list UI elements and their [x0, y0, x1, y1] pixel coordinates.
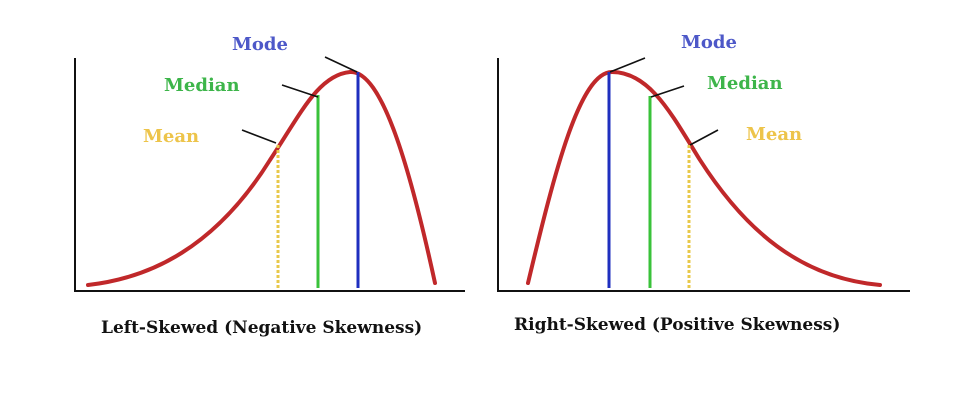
right-skewed-panel: Mode Median Mean Right-Skewed (Positive … [497, 32, 910, 335]
right-distribution-curve [526, 70, 882, 287]
left-mean-leader [241, 129, 277, 144]
right-mode-label: Mode [681, 32, 737, 53]
left-distribution-curve [86, 69, 437, 287]
right-mean-label: Mean [746, 124, 802, 145]
left-caption: Left-Skewed (Negative Skewness) [101, 318, 422, 338]
left-median-leader [281, 84, 319, 98]
right-median-leader [650, 85, 685, 98]
right-caption: Right-Skewed (Positive Skewness) [514, 315, 840, 335]
left-mean-label: Mean [143, 126, 199, 147]
right-median-label: Median [707, 73, 783, 94]
right-mode-leader [609, 57, 646, 73]
left-mode-leader [324, 56, 358, 73]
left-median-label: Median [164, 75, 240, 96]
left-mode-label: Mode [232, 34, 288, 55]
left-skewed-panel: Mode Median Mean Left-Skewed (Negative S… [74, 34, 465, 338]
left-axes [74, 58, 465, 292]
right-axes [497, 58, 910, 292]
right-mean-leader [689, 129, 719, 146]
